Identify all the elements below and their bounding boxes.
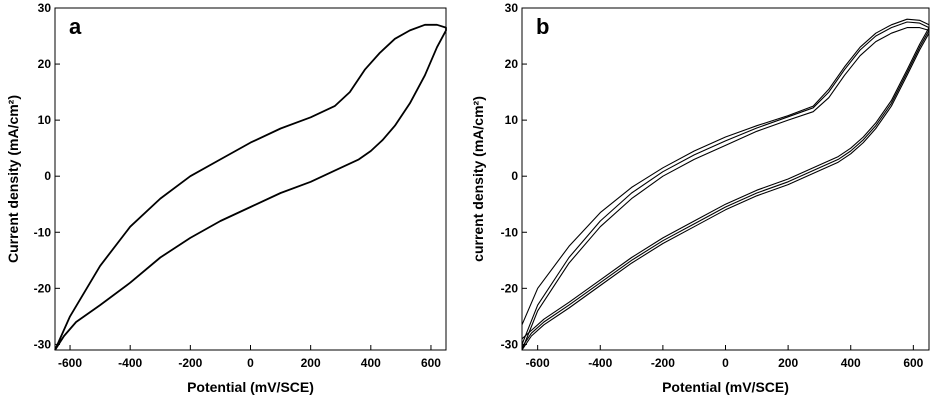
x-tick-label: 400: [361, 356, 381, 370]
y-tick-label: -20: [501, 281, 519, 295]
y-tick-label: 20: [505, 57, 519, 71]
x-tick-label: 600: [903, 356, 923, 370]
cv-curve-2: [521, 21, 930, 348]
y-tick-label: 10: [38, 113, 52, 127]
y-tick-label: -10: [501, 225, 519, 239]
x-tick-label: -400: [118, 356, 142, 370]
x-tick-label: -600: [526, 356, 550, 370]
x-axis-title: Potential (mV/SCE): [662, 379, 789, 395]
x-tick-label: 400: [841, 356, 861, 370]
panel-letter: a: [69, 14, 82, 39]
plot-frame: [54, 7, 447, 351]
plot-frame: [521, 7, 930, 351]
y-tick-label: 30: [38, 1, 52, 15]
x-tick-label: -600: [58, 356, 82, 370]
chart-a-svg: -600 -400 -200 0 200 400 600 -30 -20 -10 0 10 20 30 Po…: [5, 1, 447, 395]
x-tick-label: 200: [778, 356, 798, 370]
panel-letter: b: [536, 14, 549, 39]
y-axis-title: current density (mA/cm²): [470, 96, 486, 262]
cv-curve-1: [54, 23, 447, 351]
x-tick-label: 600: [421, 356, 441, 370]
x-axis-title: Potential (mV/SCE): [187, 379, 314, 395]
y-axis-title: Current density (mA/cm²): [5, 95, 21, 263]
x-tick-label: -200: [178, 356, 202, 370]
x-tick-label: -200: [651, 356, 675, 370]
cv-curve-1: [521, 27, 930, 351]
chart-b-svg: -600 -400 -200 0 200 400 600 -30 -20 -10 0 10 20 30 Po…: [470, 1, 930, 395]
x-tick-label: 0: [247, 356, 254, 370]
x-tick-label: 200: [301, 356, 321, 370]
y-tick-label: 10: [505, 113, 519, 127]
cv-curve-3: [521, 18, 930, 340]
panel-a: -600 -400 -200 0 200 400 600 -30 -20 -10 0 10 20 30 Po…: [0, 0, 466, 405]
y-tick-label: -10: [34, 225, 52, 239]
y-tick-label: 20: [38, 57, 52, 71]
y-tick-label: -30: [34, 337, 52, 351]
panel-b: -600 -400 -200 0 200 400 600 -30 -20 -10 0 10 20 30 Po…: [466, 0, 932, 405]
x-tick-label: -400: [588, 356, 612, 370]
x-tick-label: 0: [722, 356, 729, 370]
y-tick-label: 0: [44, 169, 51, 183]
y-tick-label: 0: [511, 169, 518, 183]
y-tick-label: -30: [501, 337, 519, 351]
y-tick-label: 30: [505, 1, 519, 15]
y-tick-label: -20: [34, 281, 52, 295]
